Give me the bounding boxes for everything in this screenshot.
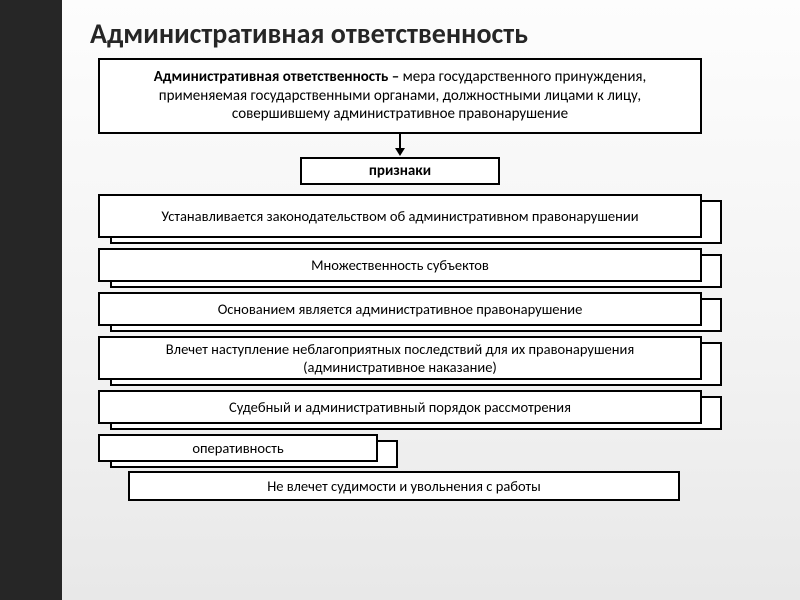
sign-text: Основанием является административное пра… — [218, 300, 583, 318]
signs-label-text: признаки — [369, 162, 431, 181]
sign-text: Влечет наступление неблагоприятных после… — [112, 340, 688, 376]
sign-text: Не влечет судимости и увольнения с работ… — [267, 477, 541, 495]
definition-text: Административная ответственность – мера … — [112, 68, 688, 124]
signs-label-box: признаки — [300, 157, 500, 185]
sign-box: Влечет наступление неблагоприятных после… — [98, 336, 702, 380]
sign-box: Множественность субъектов — [98, 248, 702, 282]
arrow-head — [395, 148, 405, 156]
sign-box: Устанавливается законодательством об адм… — [98, 194, 702, 238]
sign-box: Не влечет судимости и увольнения с работ… — [128, 471, 680, 501]
sign-box: оперативность — [98, 434, 378, 462]
sign-box: Судебный и административный порядок расс… — [98, 390, 702, 424]
slide-content: Административная ответственность Админис… — [0, 0, 800, 600]
slide-title: Административная ответственность — [90, 16, 528, 51]
definition-box: Административная ответственность – мера … — [98, 58, 702, 134]
arrow-line — [399, 134, 401, 149]
sign-text: Судебный и административный порядок расс… — [229, 398, 571, 416]
sign-text: Устанавливается законодательством об адм… — [161, 207, 638, 225]
sign-text: оперативность — [192, 439, 283, 457]
sign-box: Основанием является административное пра… — [98, 292, 702, 326]
definition-term: Административная ответственность – — [154, 68, 400, 86]
sign-text: Множественность субъектов — [311, 256, 489, 274]
